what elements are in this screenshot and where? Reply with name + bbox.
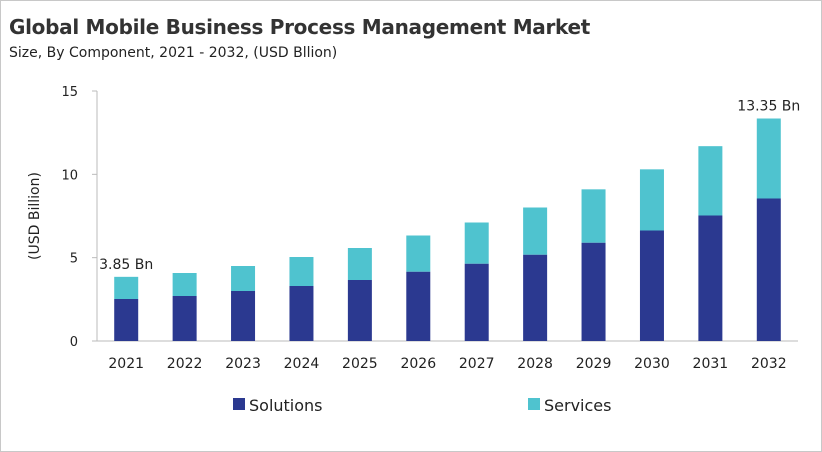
bar-services-2030 bbox=[639, 169, 664, 231]
legend-swatch-services bbox=[528, 398, 540, 410]
y-tick-label: 5 bbox=[70, 252, 78, 267]
legend-swatch-solutions bbox=[233, 398, 245, 410]
bar-solutions-2030 bbox=[639, 230, 664, 341]
bar-services-2022 bbox=[172, 273, 197, 296]
bar-solutions-2026 bbox=[406, 271, 431, 341]
bar-solutions-2022 bbox=[172, 296, 197, 341]
bar-services-2021 bbox=[114, 276, 139, 299]
data-label-2021: 3.85 Bn bbox=[99, 257, 153, 273]
x-tick-label: 2031 bbox=[693, 356, 729, 372]
x-tick-label: 2026 bbox=[400, 356, 436, 372]
bar-services-2026 bbox=[406, 235, 431, 272]
x-tick-label: 2027 bbox=[459, 356, 495, 372]
legend-label-solutions: Solutions bbox=[249, 396, 323, 415]
bar-solutions-2025 bbox=[347, 280, 372, 341]
data-label-2032: 13.35 Bn bbox=[737, 99, 800, 115]
bar-services-2024 bbox=[289, 257, 314, 286]
chart-subtitle: Size, By Component, 2021 - 2032, (USD Bl… bbox=[9, 45, 338, 61]
chart-title: Global Mobile Business Process Managemen… bbox=[9, 15, 591, 39]
bar-services-2025 bbox=[347, 248, 372, 280]
bar-solutions-2031 bbox=[698, 215, 723, 341]
bar-solutions-2027 bbox=[464, 263, 489, 341]
x-tick-label: 2028 bbox=[517, 356, 553, 372]
bar-solutions-2021 bbox=[114, 299, 139, 341]
bar-solutions-2023 bbox=[231, 291, 256, 341]
bar-solutions-2029 bbox=[581, 242, 606, 341]
x-tick-label: 2022 bbox=[167, 356, 203, 372]
x-tick-label: 2023 bbox=[225, 356, 261, 372]
bar-services-2028 bbox=[523, 207, 548, 255]
bar-solutions-2024 bbox=[289, 286, 314, 341]
x-tick-label: 2030 bbox=[634, 356, 670, 372]
bar-solutions-2032 bbox=[756, 198, 781, 341]
y-tick-label: 0 bbox=[70, 335, 78, 350]
bar-services-2023 bbox=[231, 266, 256, 291]
bar-solutions-2028 bbox=[523, 254, 548, 341]
y-tick-label: 15 bbox=[61, 85, 78, 100]
y-axis-title: (USD Billion) bbox=[27, 172, 43, 260]
y-tick-label: 10 bbox=[61, 168, 78, 183]
x-tick-label: 2024 bbox=[284, 356, 320, 372]
x-tick-label: 2021 bbox=[108, 356, 144, 372]
x-tick-label: 2032 bbox=[751, 356, 787, 372]
x-tick-label: 2029 bbox=[576, 356, 612, 372]
legend-label-services: Services bbox=[544, 396, 611, 415]
bar-services-2031 bbox=[698, 146, 723, 216]
bar-services-2029 bbox=[581, 189, 606, 243]
bar-services-2032 bbox=[756, 118, 781, 199]
bar-services-2027 bbox=[464, 222, 489, 264]
x-tick-label: 2025 bbox=[342, 356, 378, 372]
